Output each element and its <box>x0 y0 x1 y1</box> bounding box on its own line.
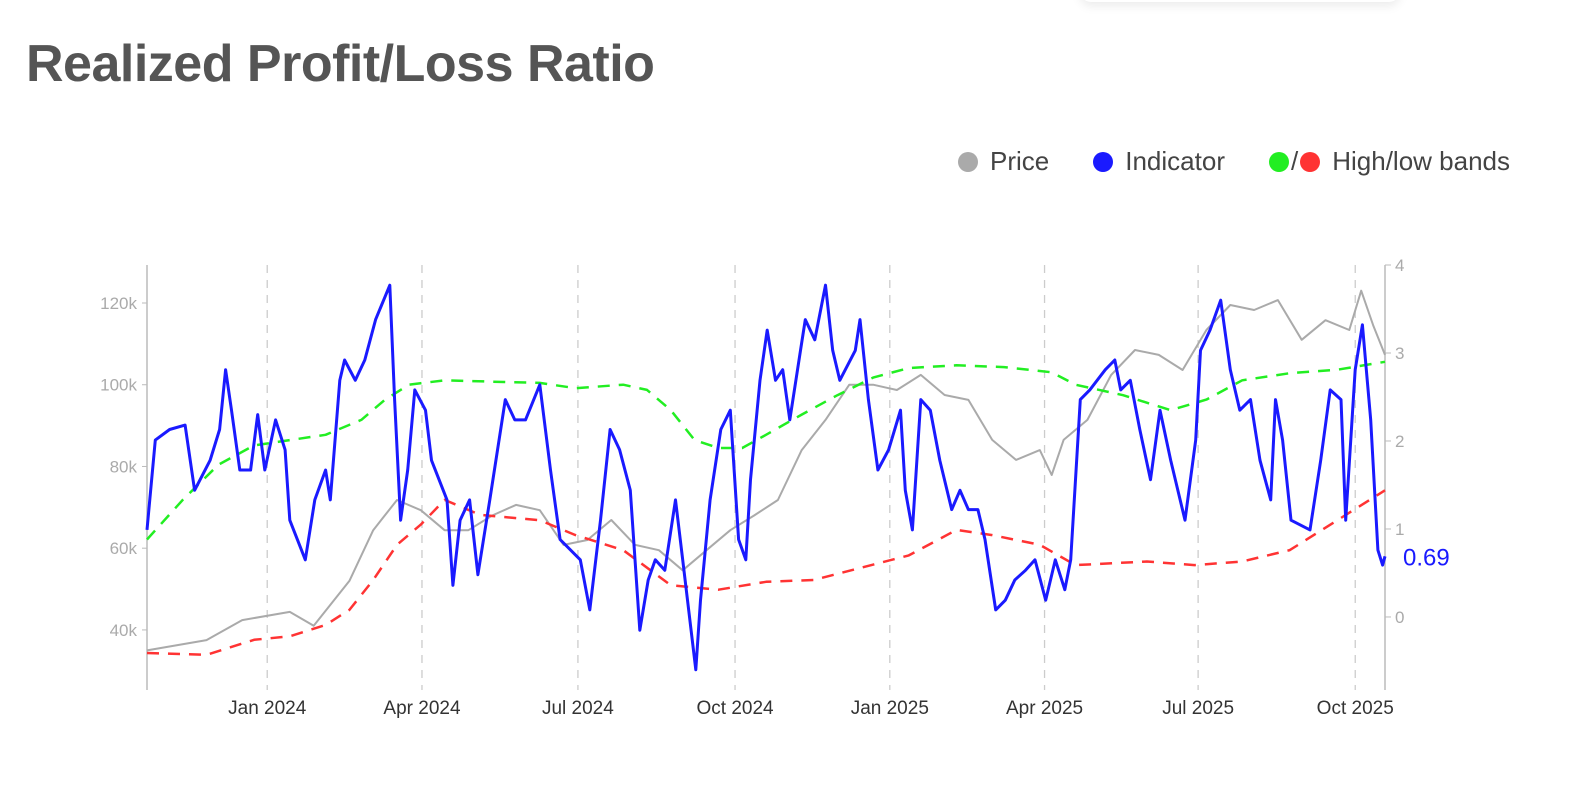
legend-item-indicator: Indicator <box>1093 146 1225 177</box>
x-tick-label: Oct 2025 <box>1317 698 1394 719</box>
left-tick-label: 40k <box>110 621 138 640</box>
legend-label: Indicator <box>1125 146 1225 176</box>
left-tick-label: 120k <box>100 294 137 313</box>
series-line-high-band <box>146 360 1386 541</box>
top-card-edge <box>1080 0 1400 2</box>
last-value-label: 0.69 <box>1403 544 1450 571</box>
left-tick-label: 100k <box>100 376 137 395</box>
low-band-dot-icon <box>1300 151 1321 172</box>
right-tick-label: 4 <box>1395 256 1404 275</box>
right-tick-label: 3 <box>1395 344 1404 363</box>
x-tick-label: Jan 2025 <box>851 698 929 719</box>
right-tick-label: 0 <box>1395 608 1404 627</box>
indicator-dot-icon <box>1093 151 1114 172</box>
legend-item-bands: / High/low bands <box>1268 146 1510 177</box>
legend-label: Price <box>990 146 1050 176</box>
right-tick-label: 1 <box>1395 520 1404 539</box>
x-tick-label: Oct 2024 <box>696 698 774 719</box>
x-tick-label: Jul 2025 <box>1162 698 1234 719</box>
series-line-price <box>146 289 1386 652</box>
high-band-dot-icon <box>1268 151 1289 172</box>
right-tick-label: 2 <box>1395 432 1404 451</box>
x-tick-label: Jan 2024 <box>228 698 307 719</box>
series-line-low-band <box>146 489 1386 657</box>
x-tick-label: Apr 2024 <box>383 698 461 719</box>
x-tick-label: Jul 2024 <box>542 698 614 719</box>
legend-separator: / <box>1290 146 1299 176</box>
legend-item-price: Price <box>958 146 1049 177</box>
price-dot-icon <box>958 151 978 172</box>
left-tick-label: 60k <box>110 539 138 558</box>
legend: Price Indicator / High/low bands <box>914 146 1510 177</box>
x-tick-label: Apr 2025 <box>1006 698 1083 719</box>
left-tick-label: 80k <box>110 457 138 476</box>
series-line-indicator <box>145 283 1387 672</box>
chart-title: Realized Profit/Loss Ratio <box>26 35 655 93</box>
legend-label: High/low bands <box>1332 146 1510 176</box>
